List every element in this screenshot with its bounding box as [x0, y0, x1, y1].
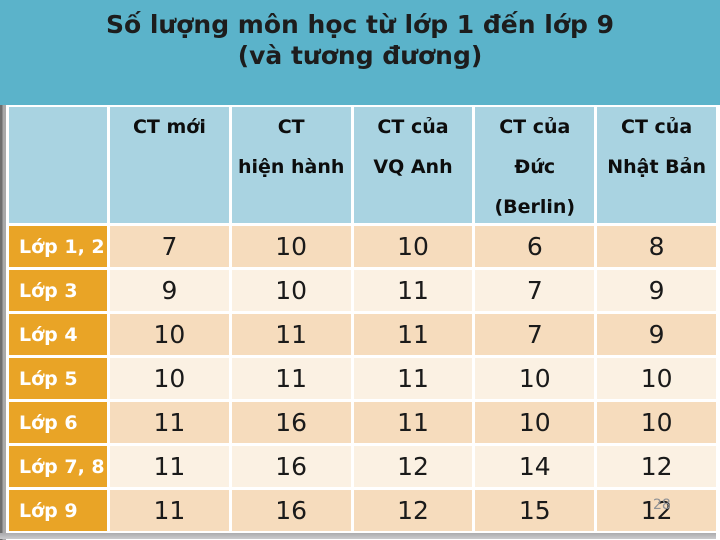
header-line: VQ Anh [373, 156, 453, 178]
table-cell: 11 [110, 490, 229, 531]
row-label-lop-5: Lớp 5 [9, 358, 107, 399]
col-header-ct-hien-hanh: CT hiện hành [231, 107, 351, 223]
table-cell: 10 [231, 270, 351, 311]
table-cell: 10 [353, 226, 473, 267]
table-cell: 8 [597, 226, 716, 267]
table-cell: 10 [110, 314, 229, 355]
table-cell: 12 [353, 490, 473, 531]
table-cell: 10 [597, 358, 716, 399]
table-cell: 11 [353, 402, 473, 443]
row-label-lop-4: Lớp 4 [9, 314, 107, 355]
table-cell: 7 [475, 314, 595, 355]
slide-title-line1: Số lượng môn học từ lớp 1 đến lớp 9 [105, 10, 615, 39]
table-cell: 9 [110, 270, 229, 311]
slide-title-band: Số lượng môn học từ lớp 1 đến lớp 9 (và … [0, 0, 720, 105]
table-cell: 7 [475, 270, 595, 311]
table-cell: 11 [353, 270, 473, 311]
table-cell: 11 [353, 358, 473, 399]
table-cell: 11 [110, 446, 229, 487]
table-cell: 9 [597, 270, 716, 311]
header-line: CT mới [132, 116, 206, 138]
header-line: (Berlin) [494, 196, 576, 218]
table-cell: 10 [110, 358, 229, 399]
table-cell: 15 [475, 490, 595, 531]
slide-left-edge [0, 105, 6, 540]
header-line: Nhật Bản [607, 156, 706, 178]
table-cell: 16 [231, 402, 351, 443]
row-label-lop-3: Lớp 3 [9, 270, 107, 311]
table-cell: 12 [597, 446, 716, 487]
table-cell: 14 [475, 446, 595, 487]
table-cell: 16 [231, 490, 351, 531]
slide-bottom-edge [0, 533, 716, 539]
table-cell: 12 [353, 446, 473, 487]
col-header-ct-nhat-ban: CT của Nhật Bản [597, 107, 716, 223]
table-cell: 11 [353, 314, 473, 355]
table-cell: 10 [597, 402, 716, 443]
row-label-lop-6: Lớp 6 [9, 402, 107, 443]
header-line: CT [277, 116, 305, 138]
header-line: CT của [499, 116, 571, 138]
table-cell: 11 [231, 358, 351, 399]
table-cell: 10 [475, 358, 595, 399]
table-cell: 12 [597, 490, 716, 531]
col-header-ct-duc-berlin: CT của Đức (Berlin) [475, 107, 595, 223]
row-label-lop-7-8: Lớp 7, 8 [9, 446, 107, 487]
table-cell: 10 [231, 226, 351, 267]
header-line: CT của [377, 116, 449, 138]
subjects-table: CT mới CT hiện hành CT của VQ Anh CT của… [9, 107, 716, 531]
table-cell: 9 [597, 314, 716, 355]
table-cell: 11 [231, 314, 351, 355]
row-label-lop-1-2: Lớp 1, 2 [9, 226, 107, 267]
header-line: CT của [621, 116, 693, 138]
page-number: 28 [653, 497, 671, 513]
col-header-blank [9, 107, 107, 223]
header-line: Đức [514, 156, 556, 178]
col-header-ct-moi: CT mới [110, 107, 229, 223]
table-cell: 6 [475, 226, 595, 267]
slide-title-line2: (và tương đương) [237, 41, 483, 70]
table-cell: 7 [110, 226, 229, 267]
col-header-ct-vq-anh: CT của VQ Anh [353, 107, 473, 223]
table-cell: 11 [110, 402, 229, 443]
header-line: hiện hành [237, 156, 345, 178]
table-cell: 10 [475, 402, 595, 443]
row-label-lop-9: Lớp 9 [9, 490, 107, 531]
table-cell: 16 [231, 446, 351, 487]
